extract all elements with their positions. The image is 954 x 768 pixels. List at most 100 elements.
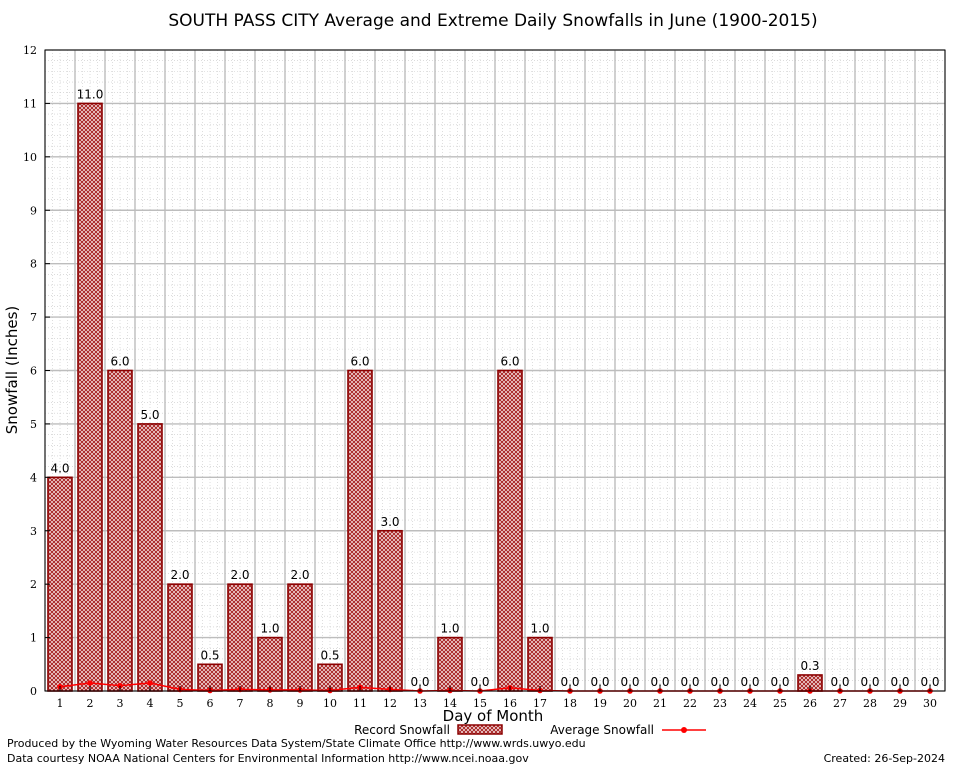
x-tick-label: 21 [653, 697, 667, 710]
data-label-day-3: 6.0 [110, 355, 129, 369]
record-bar-day-14 [437, 636, 463, 692]
data-label-day-22: 0.0 [680, 675, 699, 689]
x-tick-label: 25 [773, 697, 787, 710]
data-label-day-26: 0.3 [800, 659, 819, 673]
x-tick-label: 11 [353, 697, 367, 710]
y-tick-label: 0 [30, 685, 37, 698]
data-label-day-15: 0.0 [470, 675, 489, 689]
data-label-day-6: 0.5 [200, 648, 219, 662]
data-label-day-12: 3.0 [380, 515, 399, 529]
x-tick-label: 19 [593, 697, 607, 710]
x-tick-label: 1 [57, 697, 64, 710]
record-bar-day-16 [497, 369, 523, 692]
x-tick-label: 20 [623, 697, 637, 710]
data-label-day-8: 1.0 [260, 622, 279, 636]
footer-created: Created: 26-Sep-2024 [823, 752, 945, 765]
y-tick-label: 5 [30, 418, 37, 431]
chart-title: SOUTH PASS CITY Average and Extreme Dail… [168, 11, 817, 31]
data-label-day-21: 0.0 [650, 675, 669, 689]
data-label-day-14: 1.0 [440, 622, 459, 636]
record-bar-day-11 [347, 369, 373, 692]
data-label-day-23: 0.0 [710, 675, 729, 689]
x-tick-label: 10 [323, 697, 337, 710]
data-label-day-19: 0.0 [590, 675, 609, 689]
data-label-day-18: 0.0 [560, 675, 579, 689]
x-tick-label: 16 [503, 697, 517, 710]
legend-record-swatch [457, 724, 503, 735]
y-tick-label: 1 [30, 632, 37, 645]
x-tick-label: 30 [923, 697, 937, 710]
x-tick-label: 22 [683, 697, 697, 710]
y-tick-label: 10 [23, 151, 37, 164]
data-label-day-11: 6.0 [350, 355, 369, 369]
data-label-day-29: 0.0 [890, 675, 909, 689]
y-tick-label: 6 [30, 365, 37, 378]
record-bar-day-12 [377, 529, 403, 692]
x-axis-label: Day of Month [443, 707, 544, 725]
record-bar-day-17 [527, 636, 553, 692]
average-point-day-2 [87, 680, 93, 686]
x-tick-label: 6 [207, 697, 214, 710]
x-tick-label: 13 [413, 697, 427, 710]
data-label-day-10: 0.5 [320, 648, 339, 662]
x-tick-label: 28 [863, 697, 877, 710]
x-tick-label: 5 [177, 697, 184, 710]
data-label-day-1: 4.0 [50, 461, 69, 475]
data-label-day-30: 0.0 [920, 675, 939, 689]
x-ticks: 1 2 3 4 5 6 7 8 9 10 11 12 13 14 15 16 17 18 19 20 21 22 23 24 2… [57, 686, 937, 710]
data-label-day-16: 6.0 [500, 355, 519, 369]
data-label-day-24: 0.0 [740, 675, 759, 689]
x-tick-label: 15 [473, 697, 487, 710]
x-tick-label: 2 [87, 697, 94, 710]
y-tick-label: 4 [30, 471, 37, 484]
y-tick-label: 12 [23, 44, 37, 57]
y-tick-label: 7 [30, 311, 37, 324]
data-labels: 4.0 11.0 6.0 5.0 2.0 0.5 2.0 1.0 2.0 0.5 6.0 3.0 0.0… [50, 87, 939, 689]
x-tick-label: 12 [383, 697, 397, 710]
legend-average-marker [681, 727, 687, 733]
footer-produced-by: Produced by the Wyoming Water Resources … [7, 737, 586, 750]
x-tick-label: 29 [893, 697, 907, 710]
record-bar-day-3 [107, 369, 133, 692]
data-label-day-9: 2.0 [290, 568, 309, 582]
x-tick-label: 27 [833, 697, 847, 710]
x-tick-label: 4 [147, 697, 154, 710]
record-bar-day-5 [167, 583, 193, 692]
y-tick-label: 2 [30, 578, 37, 591]
data-label-day-17: 1.0 [530, 622, 549, 636]
record-bar-day-7 [227, 583, 253, 692]
y-tick-label: 11 [23, 97, 37, 110]
data-label-day-20: 0.0 [620, 675, 639, 689]
record-bar-day-1 [47, 476, 73, 692]
x-tick-label: 7 [237, 697, 244, 710]
legend-record-label: Record Snowfall [354, 723, 450, 737]
average-point-day-4 [147, 680, 153, 686]
footer-courtesy: Data courtesy NOAA National Centers for … [7, 752, 529, 765]
x-tick-label: 8 [267, 697, 274, 710]
data-label-day-25: 0.0 [770, 675, 789, 689]
x-tick-label: 17 [533, 697, 547, 710]
y-tick-label: 3 [30, 525, 37, 538]
x-tick-label: 26 [803, 697, 817, 710]
x-tick-label: 3 [117, 697, 124, 710]
record-bar-day-2 [77, 102, 103, 692]
legend-average-label: Average Snowfall [550, 723, 654, 737]
x-tick-label: 23 [713, 697, 727, 710]
x-tick-label: 9 [297, 697, 304, 710]
y-axis-label: Snowfall (Inches) [3, 306, 21, 434]
data-label-day-5: 2.0 [170, 568, 189, 582]
data-label-day-2: 11.0 [77, 87, 104, 101]
record-bar-day-4 [137, 423, 163, 692]
data-label-day-7: 2.0 [230, 568, 249, 582]
data-label-day-27: 0.0 [830, 675, 849, 689]
y-tick-label: 9 [30, 204, 37, 217]
data-label-day-4: 5.0 [140, 408, 159, 422]
y-tick-label: 8 [30, 258, 37, 271]
record-bar-day-8 [257, 636, 283, 692]
data-label-day-28: 0.0 [860, 675, 879, 689]
record-bar-day-9 [287, 583, 313, 692]
x-tick-label: 14 [443, 697, 457, 710]
x-tick-label: 18 [563, 697, 577, 710]
